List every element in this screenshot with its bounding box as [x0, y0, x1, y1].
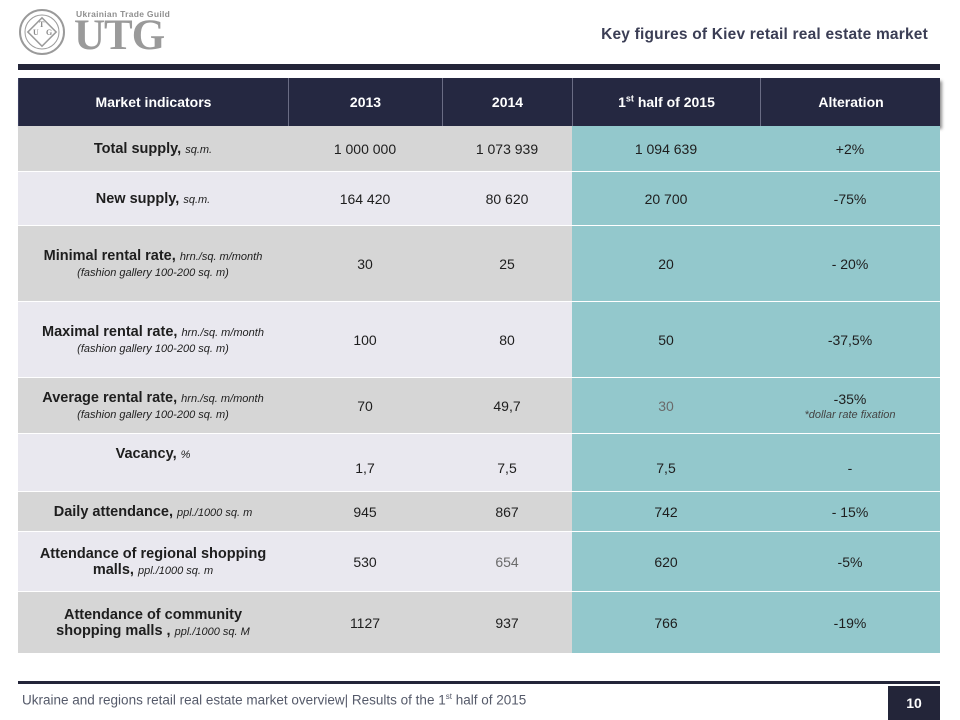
page-title: Key figures of Kiev retail real estate m… [601, 26, 928, 43]
indicator-cell: Average rental rate, hrn./sq. m/month (f… [18, 378, 288, 434]
value-2013: 1 000 000 [288, 126, 442, 172]
footer-sup: st [445, 692, 452, 701]
indicator-unit: ppl./1000 sq. M [174, 625, 250, 638]
indicator-name: Total supply, [93, 140, 186, 157]
indicator-unit: hrn./sq. m/month (fashion gallery 100-20… [77, 326, 264, 355]
table-row: New supply, sq.m. 164 420 80 620 20 700 … [18, 172, 940, 226]
value-alteration: +2% [760, 126, 940, 172]
footer-text-end: half of 2015 [451, 692, 527, 708]
indicator-cell: Daily attendance, ppl./1000 sq. m [18, 492, 288, 532]
value-h1-2015: 30 [572, 378, 760, 434]
value-h1-2015: 1 094 639 [572, 126, 760, 172]
table-row: Attendance of community shopping malls ,… [18, 592, 940, 654]
value-2013: 30 [288, 226, 442, 302]
indicator-name: Vacancy, [115, 446, 181, 462]
value-2014: 80 [442, 302, 572, 378]
column-header-2013: 2013 [289, 78, 443, 126]
value-2013: 1127 [288, 592, 442, 654]
indicator-cell: Attendance of regional shopping malls, p… [18, 532, 288, 592]
indicator-cell: Vacancy, % [18, 434, 288, 492]
value-h1-2015: 742 [572, 492, 760, 532]
indicator-unit: hrn./sq. m/month (fashion gallery 100-20… [77, 392, 264, 421]
value-alteration-cell: -35% *dollar rate fixation [760, 378, 940, 434]
indicator-name: Daily attendance, [53, 503, 178, 520]
value-alteration: -37,5% [760, 302, 940, 378]
footer-caption: Ukraine and regions retail real estate m… [22, 692, 526, 708]
indicator-cell: Total supply, sq.m. [18, 126, 288, 172]
table-row: Minimal rental rate, hrn./sq. m/month (f… [18, 226, 940, 302]
seal-letter-t: T [39, 20, 45, 29]
indicator-unit: sq.m. [185, 143, 213, 156]
guild-name: Ukrainian Trade Guild [76, 9, 171, 19]
value-2014: 25 [442, 226, 572, 302]
value-2013: 164 420 [288, 172, 442, 226]
footer-divider [18, 681, 940, 684]
table-row: Vacancy, % 1,7 7,5 7,5 - [18, 434, 940, 492]
h1-number: 1 [618, 94, 626, 110]
indicator-unit: sq.m. [183, 193, 211, 206]
value-alteration: - 15% [760, 492, 940, 532]
column-header-indicators: Market indicators [19, 78, 289, 126]
value-2014: 867 [442, 492, 572, 532]
h1-suffix: st [625, 93, 634, 104]
indicator-unit: % [180, 449, 191, 461]
footer-text-start: Ukraine and regions retail real estate m… [22, 692, 446, 708]
indicator-cell: Maximal rental rate, hrn./sq. m/month (f… [18, 302, 288, 378]
indicator-cell: Attendance of community shopping malls ,… [18, 592, 288, 654]
table-row: Average rental rate, hrn./sq. m/month (f… [18, 378, 940, 434]
table-row: Maximal rental rate, hrn./sq. m/month (f… [18, 302, 940, 378]
value-h1-2015: 7,5 [572, 434, 760, 492]
seal-letter-u: U [33, 28, 39, 37]
value-alteration: - [760, 434, 940, 492]
utg-logo: U T G Ukrainian Trade Guild UTG [18, 6, 188, 59]
indicator-cell: Minimal rental rate, hrn./sq. m/month (f… [18, 226, 288, 302]
value-2013: 100 [288, 302, 442, 378]
value-h1-2015: 50 [572, 302, 760, 378]
h1-rest: half of 2015 [633, 94, 715, 110]
indicator-name: Maximal rental rate, [42, 323, 182, 340]
column-header-h1-2015: 1st half of 2015 [573, 78, 761, 126]
indicator-unit: ppl./1000 sq. m [137, 564, 214, 577]
table-row: Total supply, sq.m. 1 000 000 1 073 939 … [18, 126, 940, 172]
indicator-name: Attendance of community shopping malls , [56, 606, 243, 639]
alteration-note: *dollar rate fixation [804, 408, 896, 421]
indicator-unit: hrn./sq. m/month (fashion gallery 100-20… [77, 250, 263, 279]
seal-letter-g: G [46, 28, 52, 37]
guild-seal-icon: U T G [19, 9, 65, 55]
indicator-unit: ppl./1000 sq. m [177, 506, 253, 519]
table-header-row: Market indicators 2013 2014 1st half of … [18, 78, 940, 126]
value-2013: 945 [288, 492, 442, 532]
value-2014: 937 [442, 592, 572, 654]
value-2014: 49,7 [442, 378, 572, 434]
value-2013: 70 [288, 378, 442, 434]
value-h1-2015: 20 [572, 226, 760, 302]
value-alteration: -75% [760, 172, 940, 226]
indicator-name: New supply, [95, 190, 184, 207]
indicator-name: Average rental rate, [42, 389, 182, 406]
value-2014: 654 [442, 532, 572, 592]
table-row: Attendance of regional shopping malls, p… [18, 532, 940, 592]
value-alteration: -35% [833, 390, 867, 407]
value-h1-2015: 620 [572, 532, 760, 592]
value-h1-2015: 20 700 [572, 172, 760, 226]
value-alteration: -5% [760, 532, 940, 592]
table-row: Daily attendance, ppl./1000 sq. m 945 86… [18, 492, 940, 532]
column-header-alteration: Alteration [818, 94, 884, 110]
indicator-name: Attendance of regional shopping malls, [39, 545, 267, 578]
value-2013: 530 [288, 532, 442, 592]
logo-wordmark: UTG [74, 12, 165, 59]
value-2013: 1,7 [288, 434, 442, 492]
value-2014: 7,5 [442, 434, 572, 492]
value-h1-2015: 766 [572, 592, 760, 654]
column-header-2014: 2014 [443, 78, 573, 126]
value-alteration: - 20% [760, 226, 940, 302]
indicator-name: Minimal rental rate, [43, 247, 180, 264]
value-2014: 80 620 [442, 172, 572, 226]
header-divider [18, 64, 940, 70]
value-2014: 1 073 939 [442, 126, 572, 172]
value-alteration: -19% [760, 592, 940, 654]
page-number: 10 [888, 686, 940, 720]
indicator-cell: New supply, sq.m. [18, 172, 288, 226]
